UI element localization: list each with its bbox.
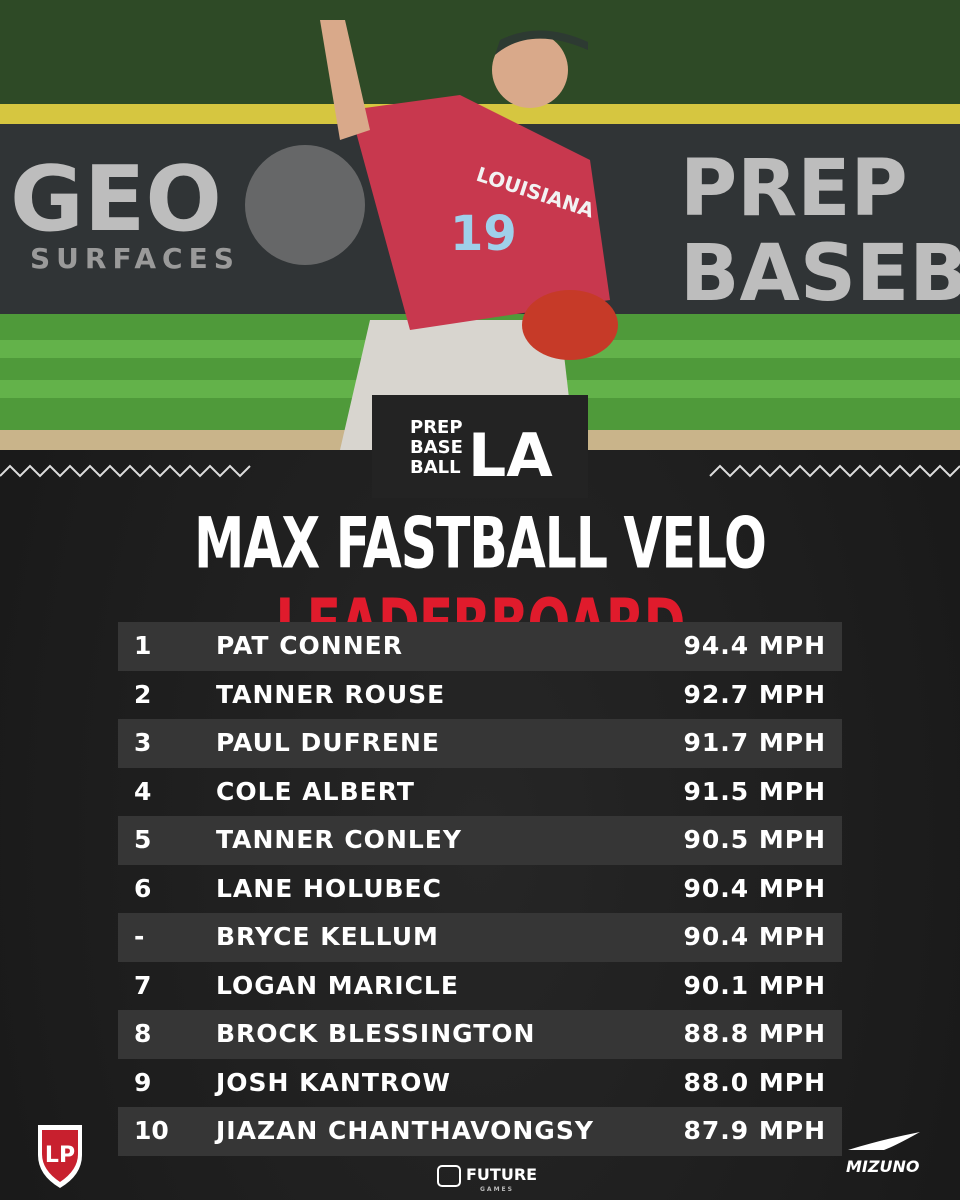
row-velo: 94.4 MPH: [683, 631, 826, 660]
row-velo: 88.8 MPH: [683, 1019, 826, 1048]
leaderboard-row: 5 TANNER CONLEY 90.5 MPH: [118, 816, 842, 865]
row-name: BROCK BLESSINGTON: [216, 1019, 536, 1048]
footer-text: MIZUNO: [846, 1157, 920, 1176]
row-name: COLE ALBERT: [216, 776, 415, 806]
leaderboard-row: 7 LOGAN MARICLE 90.1 MPH: [118, 962, 842, 1011]
logo-text: BALL: [410, 457, 461, 478]
row-name: JIAZAN CHANTHAVONGSY: [216, 1116, 594, 1145]
leaderboard-row: 8 BROCK BLESSINGTON 88.8 MPH: [118, 1010, 842, 1059]
row-name: TANNER CONLEY: [216, 825, 462, 854]
row-rank: 2: [134, 679, 152, 709]
logo-text: PREP: [410, 417, 463, 438]
row-rank: 8: [134, 1019, 152, 1048]
banner-text: PREP: [680, 144, 908, 234]
title-main: MAX FASTBALL VELO: [194, 503, 767, 585]
leaderboard-row: 4 COLE ALBERT 91.5 MPH: [118, 768, 842, 817]
row-velo: 87.9 MPH: [683, 1116, 826, 1145]
row-velo: 90.5 MPH: [683, 825, 826, 854]
row-rank: 4: [134, 776, 152, 806]
leaderboard: 1 PAT CONNER 94.4 MPH 2 TANNER ROUSE 92.7 MPH…: [118, 622, 842, 1156]
row-rank: 3: [134, 728, 152, 757]
jersey-number: 19: [450, 206, 517, 262]
leaderboard-row: 10 JIAZAN CHANTHAVONGSY 87.9 MPH: [118, 1107, 842, 1156]
row-rank: 7: [134, 970, 152, 1000]
row-rank: 5: [134, 825, 152, 854]
row-name: JOSH KANTROW: [216, 1067, 451, 1097]
leaderboard-row: 6 LANE HOLUBEC 90.4 MPH: [118, 865, 842, 914]
leaderboard-row: 9 JOSH KANTROW 88.0 MPH: [118, 1059, 842, 1108]
banner-text: BASEB: [680, 229, 960, 319]
row-velo: 91.7 MPH: [683, 728, 826, 757]
row-rank: 1: [134, 631, 152, 660]
footer-text: FUTURE: [466, 1165, 537, 1184]
leaderboard-row: - BRYCE KELLUM 90.4 MPH: [118, 913, 842, 962]
logo-text: BASE: [410, 437, 463, 458]
leaderboard-row: 1 PAT CONNER 94.4 MPH: [118, 622, 842, 671]
row-velo: 90.4 MPH: [683, 873, 826, 903]
row-name: PAT CONNER: [216, 631, 403, 660]
svg-text:LP: LP: [45, 1143, 75, 1168]
logo-area: PREP BASE BALL LA: [0, 395, 960, 498]
row-velo: 92.7 MPH: [683, 679, 826, 709]
row-velo: 91.5 MPH: [683, 776, 826, 806]
banner-text: SURFACES: [30, 242, 240, 275]
leaderboard-row: 3 PAUL DUFRENE 91.7 MPH: [118, 719, 842, 768]
row-rank: 10: [134, 1116, 169, 1145]
row-name: LANE HOLUBEC: [216, 873, 442, 903]
row-name: TANNER ROUSE: [216, 679, 446, 709]
row-velo: 88.0 MPH: [683, 1067, 826, 1097]
row-rank: -: [134, 922, 145, 951]
row-name: PAUL DUFRENE: [216, 728, 440, 757]
footer-text: GAMES: [480, 1186, 514, 1193]
row-rank: 9: [134, 1067, 152, 1097]
row-name: BRYCE KELLUM: [216, 922, 439, 951]
row-velo: 90.1 MPH: [683, 970, 826, 1000]
leaderboard-row: 2 TANNER ROUSE 92.7 MPH: [118, 671, 842, 720]
footer: LP FUTURE GAMES MIZUNO: [38, 1125, 920, 1193]
row-name: LOGAN MARICLE: [216, 970, 459, 1000]
row-rank: 6: [134, 873, 152, 903]
logo-region: LA: [468, 421, 553, 491]
row-velo: 90.4 MPH: [683, 922, 826, 951]
banner-text: GEO: [10, 147, 222, 252]
